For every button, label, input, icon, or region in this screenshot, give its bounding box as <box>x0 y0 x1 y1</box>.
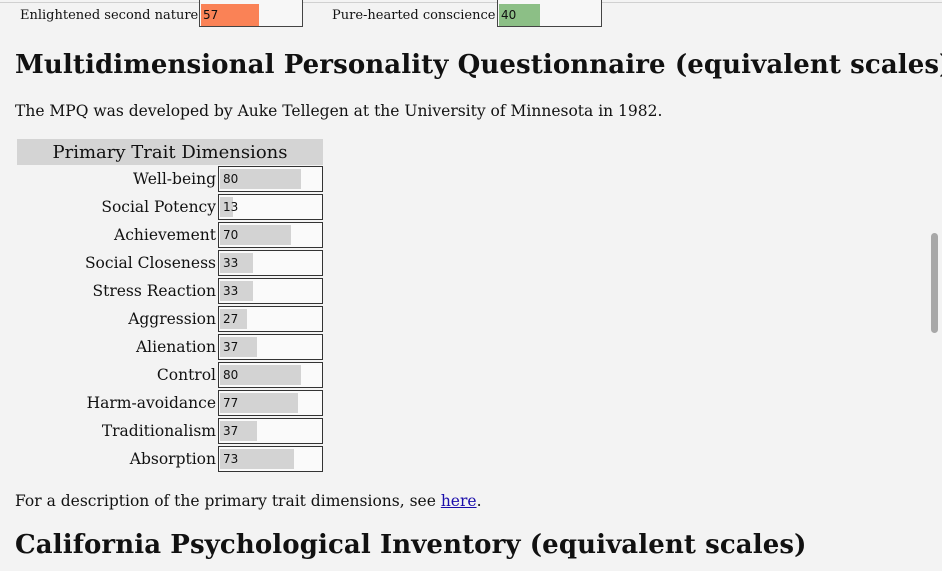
scale-value-enlightened: 57 <box>203 8 219 22</box>
trait-row: Alienation 37 <box>17 333 323 361</box>
trait-name: Social Potency <box>101 198 216 216</box>
trait-value: 77 <box>223 396 239 410</box>
trait-name: Social Closeness <box>84 254 216 272</box>
trait-bar: 33 <box>218 278 323 304</box>
trait-name: Stress Reaction <box>92 282 216 300</box>
trait-value: 73 <box>223 452 239 466</box>
trait-value: 27 <box>223 312 239 326</box>
scale-fill-enlightened <box>201 4 259 26</box>
trait-bar-fill <box>220 365 301 385</box>
trait-value: 13 <box>223 200 239 214</box>
trait-bar: 37 <box>218 418 323 444</box>
scale-label-enlightened: Enlightened second nature <box>20 8 199 23</box>
trait-bar-fill <box>220 421 257 441</box>
trait-row: Traditionalism 37 <box>17 417 323 445</box>
trait-rows: Well-being 80 Social Potency 13 Achievement 7… <box>17 165 323 473</box>
trait-value: 70 <box>223 228 239 242</box>
trait-value: 33 <box>223 284 239 298</box>
trait-bar: 73 <box>218 446 323 472</box>
top-divider <box>0 2 942 3</box>
trait-row: Stress Reaction 33 <box>17 277 323 305</box>
scrollbar-thumb[interactable] <box>931 233 938 333</box>
trait-bar-fill <box>220 337 257 357</box>
trait-name: Traditionalism <box>101 422 216 440</box>
trait-row: Absorption 73 <box>17 445 323 473</box>
trait-row: Achievement 70 <box>17 221 323 249</box>
cpi-heading: California Psychological Inventory (equi… <box>15 530 807 560</box>
trait-name: Absorption <box>129 450 216 468</box>
trait-name: Aggression <box>128 310 216 328</box>
trait-value: 80 <box>223 368 239 382</box>
trait-name: Harm-avoidance <box>86 394 216 412</box>
trait-row: Harm-avoidance 77 <box>17 389 323 417</box>
scale-fill-pure-hearted <box>499 4 540 26</box>
trait-bar-fill <box>220 309 247 329</box>
mpq-intro: The MPQ was developed by Auke Tellegen a… <box>15 102 663 120</box>
trait-bar: 13 <box>218 194 323 220</box>
trait-bar-fill <box>220 449 294 469</box>
trait-name: Control <box>156 366 216 384</box>
trait-bar: 80 <box>218 166 323 192</box>
trait-value: 37 <box>223 340 239 354</box>
description-link[interactable]: here <box>440 492 477 510</box>
table-title: Primary Trait Dimensions <box>17 139 323 165</box>
trait-value: 33 <box>223 256 239 270</box>
trait-value: 37 <box>223 424 239 438</box>
description-paragraph: For a description of the primary trait d… <box>15 492 482 510</box>
trait-bar: 33 <box>218 250 323 276</box>
trait-name: Alienation <box>135 338 216 356</box>
primary-trait-table: Primary Trait Dimensions Well-being 80 Soc… <box>17 139 323 473</box>
trait-bar-fill <box>220 169 301 189</box>
trait-row: Social Closeness 33 <box>17 249 323 277</box>
trait-name: Well-being <box>133 170 216 188</box>
trait-bar: 27 <box>218 306 323 332</box>
trait-value: 80 <box>223 172 239 186</box>
trait-row: Social Potency 13 <box>17 193 323 221</box>
trait-bar-fill <box>220 197 233 217</box>
trait-bar: 37 <box>218 334 323 360</box>
trait-bar-fill <box>220 281 253 301</box>
scale-label-pure-hearted: Pure-hearted conscience <box>332 8 496 23</box>
trait-bar-fill <box>220 393 298 413</box>
trait-bar: 80 <box>218 362 323 388</box>
trait-row: Aggression 27 <box>17 305 323 333</box>
top-scales-row: Enlightened second nature 57 Pure-hearte… <box>0 0 942 30</box>
trait-row: Control 80 <box>17 361 323 389</box>
trait-bar-fill <box>220 225 291 245</box>
scale-bar-enlightened: 57 <box>199 0 303 27</box>
trait-bar: 77 <box>218 390 323 416</box>
trait-row: Well-being 80 <box>17 165 323 193</box>
scale-bar-pure-hearted: 40 <box>497 0 602 27</box>
trait-name: Achievement <box>114 226 216 244</box>
mpq-heading: Multidimensional Personality Questionnai… <box>15 50 942 80</box>
scale-value-pure-hearted: 40 <box>501 8 517 22</box>
trait-bar: 70 <box>218 222 323 248</box>
description-text: For a description of the primary trait d… <box>15 492 441 510</box>
trait-bar-fill <box>220 253 253 273</box>
description-suffix: . <box>476 492 482 510</box>
